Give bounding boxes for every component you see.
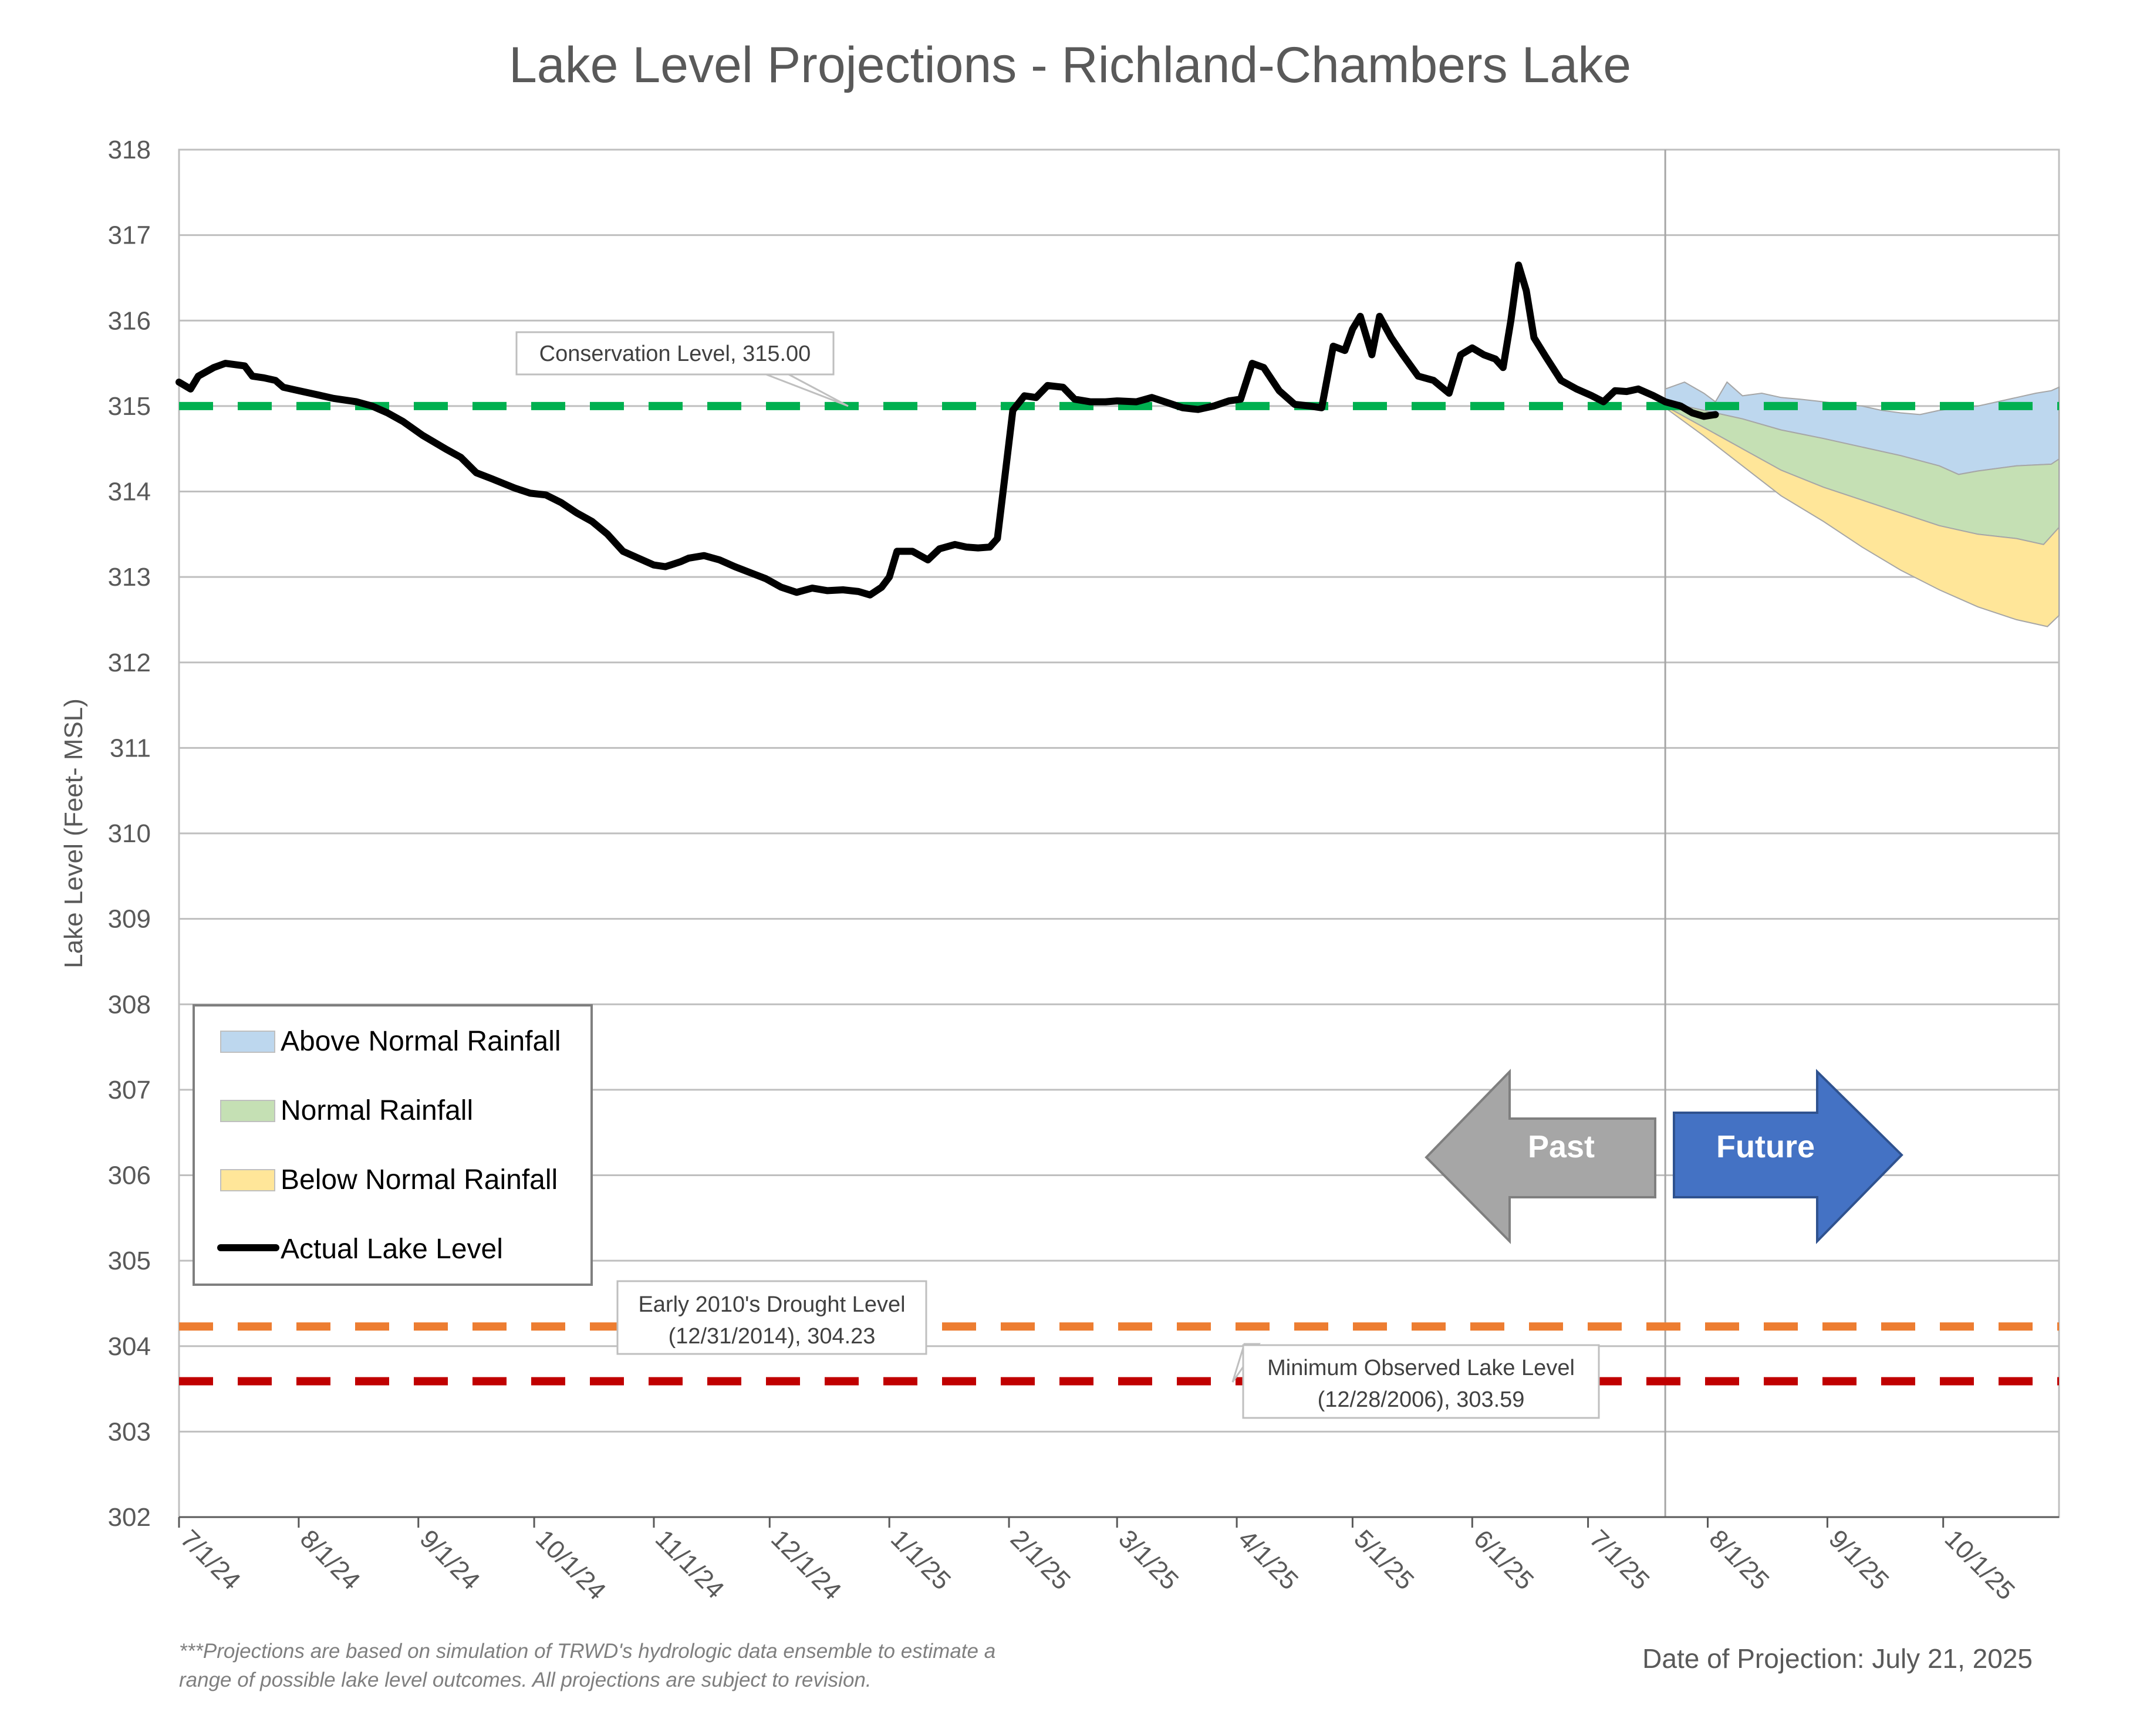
past-arrow: Past [1425,1069,1656,1244]
reference-lines [179,401,2059,1386]
y-tick-label-313: 313 [108,563,151,592]
drought-callout-line2: (12/31/2014), 304.23 [669,1324,876,1349]
actual-lake-level-line [175,261,1719,599]
y-tick-label-303: 303 [108,1417,151,1446]
y-axis-label: Lake Level (Feet- MSL) [59,698,88,968]
conservation-callout-box [515,331,835,376]
footnote-line2: range of possible lake level outcomes. A… [179,1669,872,1691]
future-arrow-shape [1673,1069,1903,1244]
legend-swatch-below-normal [220,1169,275,1191]
legend-label-below-normal: Below Normal Rainfall [281,1164,558,1195]
legend-label-normal: Normal Rainfall [281,1095,473,1126]
y-tick-label-305: 305 [108,1247,151,1275]
projection-date-label: Date of Projection: July 21, 2025 [1642,1643,2033,1674]
minimum-callout-line1: Minimum Observed Lake Level [1267,1356,1575,1380]
y-tick-label-307: 307 [108,1076,151,1105]
legend-label-above-normal: Above Normal Rainfall [281,1026,561,1057]
y-tick-label-316: 316 [108,306,151,335]
past-arrow-shape [1425,1069,1656,1244]
minimum-callout: Minimum Observed Lake Level (12/28/2006)… [1231,1343,1600,1419]
y-tick-label-310: 310 [108,819,151,848]
drought-callout-line1: Early 2010's Drought Level [638,1292,905,1317]
drought-callout-box [616,1280,927,1355]
future-arrow-label: Future [1716,1129,1815,1164]
chart-title: Lake Level Projections - Richland-Chambe… [509,37,1631,93]
future-arrow: Future [1673,1069,1903,1244]
actual-level-layer [175,261,1719,599]
y-tick-label-312: 312 [108,649,151,677]
minimum-callout-line2: (12/28/2006), 303.59 [1318,1387,1525,1412]
y-tick-label-306: 306 [108,1161,151,1190]
y-tick-label-318: 318 [108,136,151,164]
conservation-callout: Conservation Level, 315.00 [515,331,849,407]
y-tick-label-308: 308 [108,990,151,1019]
area-below-normal-rainfall [1665,405,2060,627]
conservation-callout-text: Conservation Level, 315.00 [539,342,811,366]
minimum-callout-box [1242,1344,1600,1419]
y-tick-label-311: 311 [110,734,151,762]
minimum-callout-joint [1245,1347,1268,1359]
y-tick-label-304: 304 [108,1332,151,1361]
y-tick-label-302: 302 [108,1503,151,1532]
legend: Above Normal Rainfall Normal Rainfall Be… [193,1004,593,1286]
y-tick-label-314: 314 [108,478,151,506]
footnote-line1: ***Projections are based on simulation o… [179,1640,995,1663]
projection-areas [1665,381,2060,627]
past-arrow-label: Past [1528,1129,1595,1164]
drought-callout: Early 2010's Drought Level (12/31/2014),… [616,1280,927,1355]
y-tick-label-317: 317 [108,221,151,250]
legend-swatch-above-normal [220,1031,275,1053]
y-tick-label-315: 315 [108,392,151,421]
gridlines [178,148,2060,1518]
legend-label-actual: Actual Lake Level [281,1234,503,1265]
y-tick-label-309: 309 [108,905,151,934]
legend-swatch-normal [220,1100,275,1122]
